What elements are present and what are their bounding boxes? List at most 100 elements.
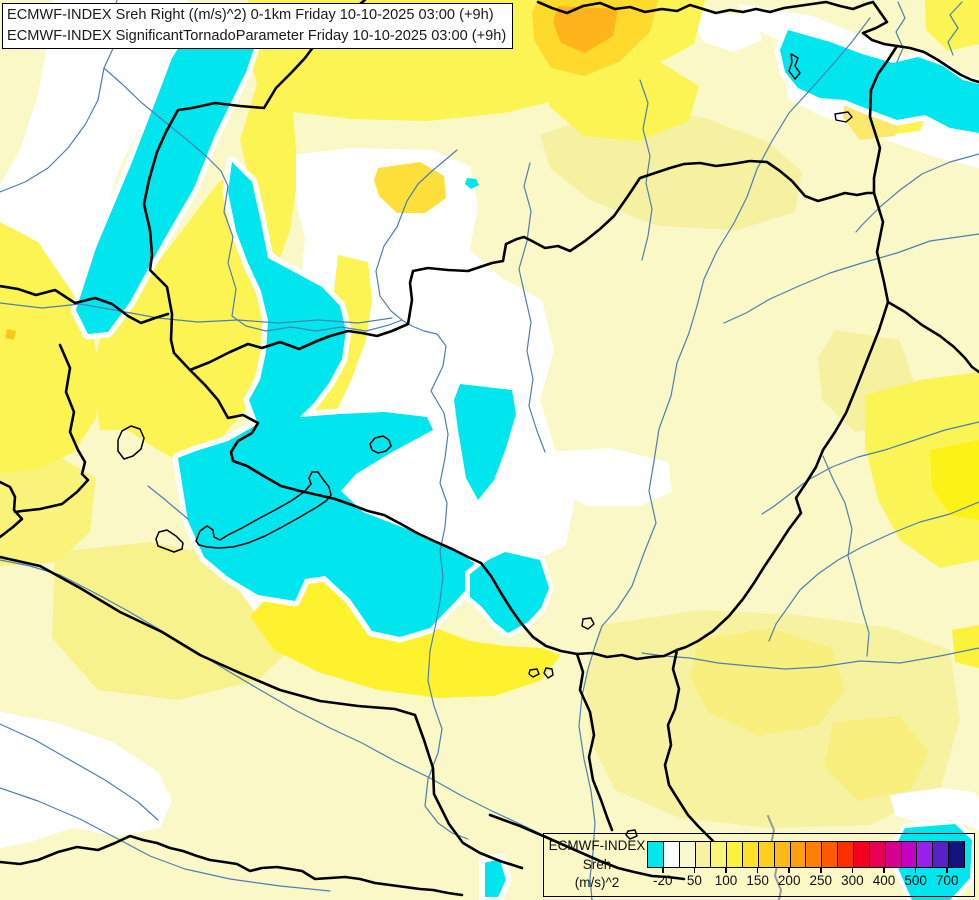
lake-ne-2	[834, 111, 853, 123]
border-left-edge	[0, 284, 170, 325]
legend-title-line3: (m/s)^2	[574, 875, 620, 890]
river-ipoly	[518, 162, 546, 453]
lake-ferto	[117, 425, 145, 460]
yellow-ne-of-c1	[240, 84, 296, 258]
border-romania	[675, 300, 890, 652]
border-east-vert	[868, 44, 899, 304]
bright-left-mid	[0, 456, 96, 566]
border-croatia-diag	[0, 555, 524, 870]
lake-balaton	[195, 471, 332, 549]
lake-s-3	[543, 667, 554, 679]
river-e-3	[855, 153, 979, 233]
cyan-dot	[465, 178, 479, 189]
river-vah	[375, 149, 458, 321]
legend-swatch	[933, 842, 950, 867]
lake-ne-1	[788, 53, 801, 80]
legend-swatch	[949, 842, 964, 867]
legend-swatch	[711, 842, 728, 867]
legend-swatch	[679, 842, 696, 867]
border-east-se	[886, 300, 979, 374]
border-west-main	[142, 0, 679, 661]
white-c-east	[539, 448, 672, 506]
lake-s-4	[625, 829, 638, 840]
river-e-1	[723, 233, 979, 324]
yellow-right-edge	[952, 625, 979, 668]
lake-kis-balaton	[155, 529, 184, 553]
lake-s-1	[581, 617, 595, 630]
border-alpine-a	[0, 480, 24, 539]
lake-velence	[369, 435, 392, 454]
legend-swatch	[917, 842, 934, 867]
river-danube-w	[0, 302, 393, 324]
legend-colorbar	[647, 841, 965, 868]
river-e-2	[761, 421, 979, 515]
river-sw-2	[0, 787, 331, 892]
river-sw-1	[0, 723, 159, 821]
river-maros	[641, 647, 979, 670]
legend-swatch	[790, 842, 807, 867]
gold-dot-left	[5, 329, 16, 340]
legend-swatch	[901, 842, 918, 867]
legend-tick	[756, 867, 759, 873]
yellow-se-1	[690, 628, 845, 736]
title-line-2: ECMWF-INDEX SignificantTornadoParameter …	[7, 27, 507, 44]
legend-title-line1: ECMWF-INDEX	[548, 838, 646, 853]
white-ne-band	[738, 4, 900, 61]
yellow-right-halo	[865, 372, 979, 568]
legend-tick-label: 300	[841, 873, 864, 888]
cyan-strip	[454, 384, 516, 500]
white-nw	[0, 0, 188, 332]
legend-tick-label: -20	[653, 873, 673, 888]
border-north	[188, 159, 876, 372]
legend-swatch	[822, 842, 839, 867]
legend-tick-label: 50	[686, 873, 702, 888]
legend-tick-label: 100	[714, 873, 738, 888]
orange-top-core	[553, 6, 618, 53]
border-sava-e	[488, 813, 686, 881]
cyan-ne	[780, 30, 979, 133]
legend-swatch	[869, 842, 886, 867]
legend-swatch	[727, 842, 744, 867]
border-top	[536, 0, 899, 48]
legend-tick	[851, 867, 854, 873]
border-bottom	[0, 834, 464, 897]
legend-swatch	[695, 842, 712, 867]
border-serbia-s	[663, 648, 715, 843]
legend-swatch	[853, 842, 870, 867]
legend-tick-label: 200	[777, 873, 801, 888]
legend-tick-label: 700	[935, 873, 959, 888]
legend-tick	[788, 867, 790, 873]
legend-tick	[725, 867, 727, 873]
legend-tick-label: 400	[872, 873, 896, 888]
white-n-small	[694, 12, 762, 52]
legend-swatch	[774, 842, 791, 867]
river-ne-b	[947, 1, 963, 56]
title-line-1: ECMWF-INDEX Sreh Right ((m/s)^2) 0-1km F…	[7, 7, 494, 23]
legend-tick	[946, 867, 948, 873]
legend-swatch	[838, 842, 854, 867]
legend-tick-label: 500	[904, 873, 927, 888]
river-drava	[0, 559, 546, 837]
legend-swatch	[806, 842, 823, 867]
cyan-central	[178, 162, 478, 637]
yellow-left-band	[0, 222, 100, 472]
legend-swatch	[648, 842, 664, 867]
river-se-2	[768, 501, 979, 642]
river-danube-s	[401, 319, 469, 840]
legend-tick	[914, 867, 917, 873]
legend-tick	[820, 867, 822, 873]
border-alpine-b	[13, 343, 90, 514]
lake-s-2	[528, 668, 540, 678]
legend-swatch	[758, 842, 775, 867]
white-sw	[0, 712, 172, 848]
title-box: ECMWF-INDEX Sreh Right ((m/s)^2) 0-1km F…	[2, 3, 514, 49]
legend-title-line2: Sreh	[582, 856, 612, 872]
river-tisza	[578, 17, 871, 900]
legend-swatch	[885, 842, 902, 867]
river-zala	[147, 485, 189, 520]
legend-tick	[693, 867, 696, 873]
legend-box: ECMWF-INDEX Sreh (m/s)^2 -20 50 100 150 200 2…	[543, 833, 975, 897]
legend-tick	[883, 867, 885, 873]
